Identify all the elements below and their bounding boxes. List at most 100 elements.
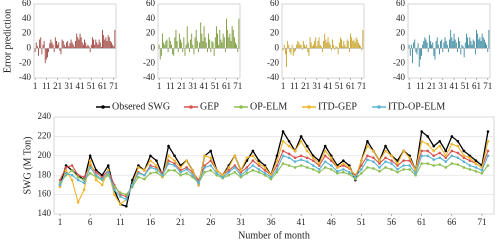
point: [438, 151, 442, 155]
point: [390, 162, 393, 165]
bar: [202, 41, 204, 49]
bar: [180, 39, 181, 49]
point: [70, 173, 74, 177]
y-tick-label: -20: [393, 57, 405, 67]
x-tick-label: 71: [233, 81, 242, 91]
point: [209, 149, 213, 153]
x-tick-label: 21: [301, 81, 310, 91]
bar: [228, 37, 230, 49]
bar: [108, 37, 110, 49]
bar: [186, 26, 188, 49]
bar: [237, 48, 239, 53]
bar: [201, 33, 203, 49]
bar: [36, 46, 38, 49]
point: [203, 164, 206, 167]
bar: [232, 29, 234, 49]
point: [360, 171, 363, 175]
bar: [320, 46, 322, 49]
bar: [469, 37, 471, 49]
bar: [316, 46, 318, 49]
point: [215, 169, 219, 172]
point: [354, 177, 357, 181]
point: [384, 156, 387, 160]
bar: [95, 39, 97, 49]
plot-frame: [281, 3, 365, 79]
bar: [313, 44, 314, 49]
x-tick-label: 46: [327, 217, 337, 227]
bar: [348, 48, 350, 53]
bar: [75, 41, 77, 49]
bar: [218, 44, 220, 49]
point: [70, 164, 74, 167]
point: [257, 159, 261, 162]
bar: [114, 29, 116, 49]
point: [426, 135, 429, 138]
bar: [165, 41, 167, 49]
bar: [175, 29, 177, 49]
point: [293, 156, 297, 160]
bar: [38, 48, 39, 56]
bar: [362, 29, 364, 49]
point: [360, 168, 363, 171]
bar: [433, 48, 435, 56]
bar: [71, 42, 73, 49]
bar: [231, 26, 233, 49]
point: [323, 166, 327, 169]
x-tick-label: 16: [146, 217, 156, 227]
point: [245, 156, 249, 160]
bar: [296, 44, 298, 49]
point: [317, 170, 321, 174]
x-tick-label: 1: [157, 81, 162, 91]
point: [329, 164, 333, 167]
bar: [197, 48, 199, 53]
x-tick-label: 41: [324, 81, 333, 91]
bar: [286, 48, 287, 67]
bar: [190, 39, 192, 49]
x-tick-label: 66: [447, 217, 457, 227]
point: [384, 160, 387, 163]
point: [426, 162, 429, 165]
bar: [168, 37, 170, 49]
point: [486, 164, 490, 167]
bar: [437, 44, 439, 49]
point: [155, 159, 158, 162]
point: [486, 139, 490, 143]
bar: [67, 41, 69, 49]
bar: [189, 48, 190, 53]
legend-marker: [377, 105, 381, 109]
bar: [350, 33, 351, 49]
point: [420, 149, 423, 153]
series-line: [59, 155, 489, 201]
bar: [51, 42, 53, 49]
bar: [418, 48, 420, 67]
bar: [352, 41, 354, 49]
y-tick-label: -20: [19, 57, 31, 67]
point: [64, 171, 68, 175]
bar: [78, 39, 80, 49]
bar: [209, 39, 211, 49]
bar: [164, 44, 166, 49]
bar: [425, 39, 427, 49]
point: [137, 175, 140, 179]
point: [173, 169, 176, 172]
bar: [39, 39, 41, 49]
bar: [306, 44, 308, 49]
point: [396, 168, 399, 171]
point: [70, 169, 74, 172]
bar: [426, 42, 428, 49]
point: [372, 149, 375, 153]
bar: [208, 33, 209, 49]
point: [263, 166, 267, 169]
bar: [291, 44, 293, 49]
point: [402, 164, 405, 167]
bar: [185, 44, 187, 49]
bar: [287, 41, 289, 49]
point: [366, 158, 369, 161]
point: [257, 170, 261, 174]
point: [70, 178, 74, 182]
point: [426, 149, 429, 153]
bar: [90, 44, 92, 49]
x-tick-label: 11: [290, 81, 299, 91]
x-tick-label: 21: [53, 81, 62, 91]
point: [432, 144, 436, 148]
